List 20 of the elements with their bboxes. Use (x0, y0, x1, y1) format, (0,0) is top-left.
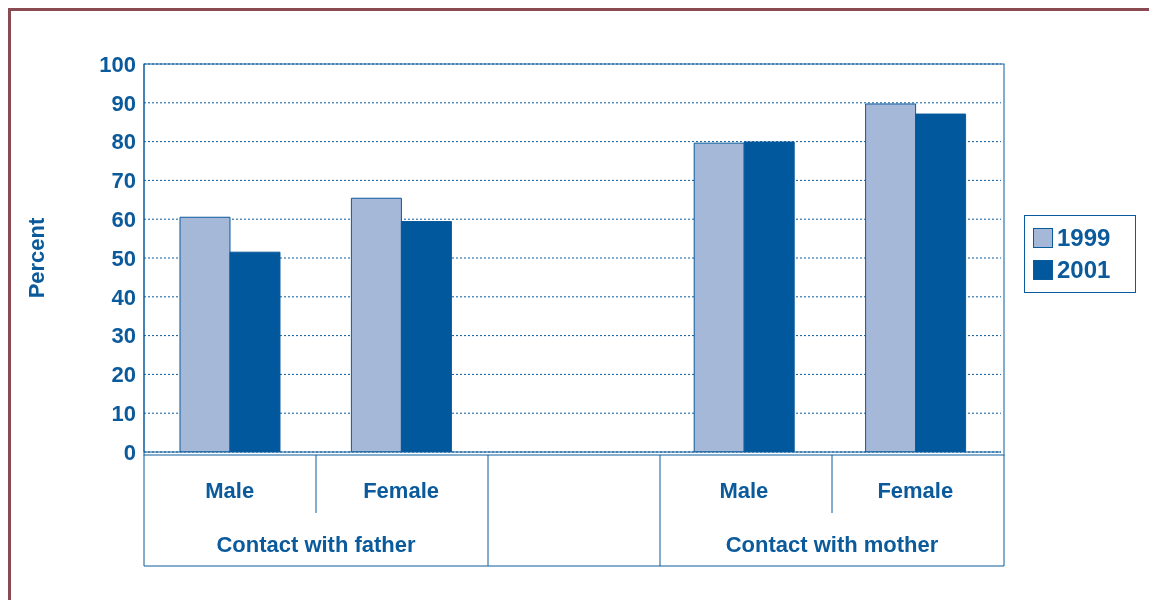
y-tick-label: 20 (111, 362, 136, 388)
y-tick-label: 30 (111, 323, 136, 349)
text: Contact with father (216, 532, 417, 557)
y-tick-label: 90 (111, 90, 136, 116)
legend-label: 2001 (1057, 255, 1111, 284)
y-tick-label: 70 (111, 168, 136, 194)
y-tick-label: 50 (111, 245, 136, 271)
y-tick-label: 10 (111, 401, 136, 427)
x-tick-label: Female (363, 478, 440, 503)
y-tick-label: 80 (111, 129, 136, 155)
x-tick-label: Female (877, 478, 954, 503)
y-tick-label: 100 (99, 51, 136, 77)
legend-label: 1999 (1057, 223, 1111, 252)
y-tick-label: 40 (111, 284, 136, 310)
y-tick-label: 0 (123, 439, 136, 465)
y-tick-label: 60 (111, 207, 136, 233)
y-axis-title: Percent (23, 216, 49, 299)
text: Contact with mother (725, 532, 939, 557)
x-tick-label: Male (719, 478, 769, 503)
x-tick-label: Male (205, 478, 255, 503)
